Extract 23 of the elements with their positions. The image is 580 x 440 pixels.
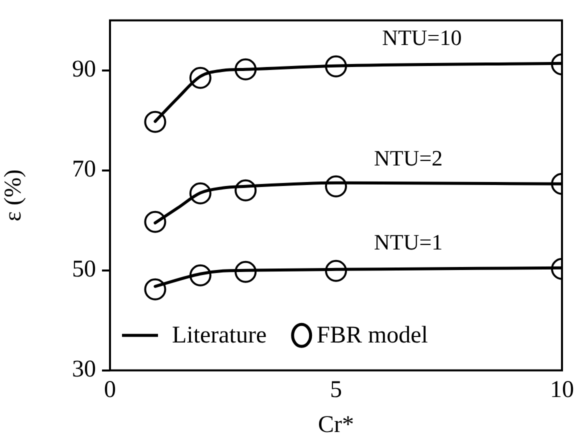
annotation: NTU=1 <box>374 230 443 255</box>
y-tick-label: 30 <box>72 356 96 383</box>
y-tick-label: 70 <box>72 156 96 183</box>
y-tick-label: 50 <box>72 256 96 283</box>
x-axis-title: Cr* <box>318 412 354 438</box>
point <box>189 264 212 286</box>
point <box>234 58 257 80</box>
point <box>144 278 166 300</box>
y-axis-title: ε (%) <box>0 169 27 222</box>
legend-label: Literature <box>172 322 267 349</box>
point <box>189 182 212 204</box>
x-tick-label: 10 <box>550 377 574 404</box>
point <box>144 110 166 133</box>
annotation: NTU=10 <box>382 25 462 50</box>
point <box>234 179 257 202</box>
x-tick-label: 5 <box>330 377 342 404</box>
y-tick-label: 90 <box>72 56 96 83</box>
x-tick-label: 0 <box>104 377 116 404</box>
point <box>234 260 257 283</box>
legend-label: FBR model <box>316 322 428 349</box>
point <box>189 66 212 89</box>
point <box>144 210 166 233</box>
annotation: NTU=2 <box>374 146 443 171</box>
